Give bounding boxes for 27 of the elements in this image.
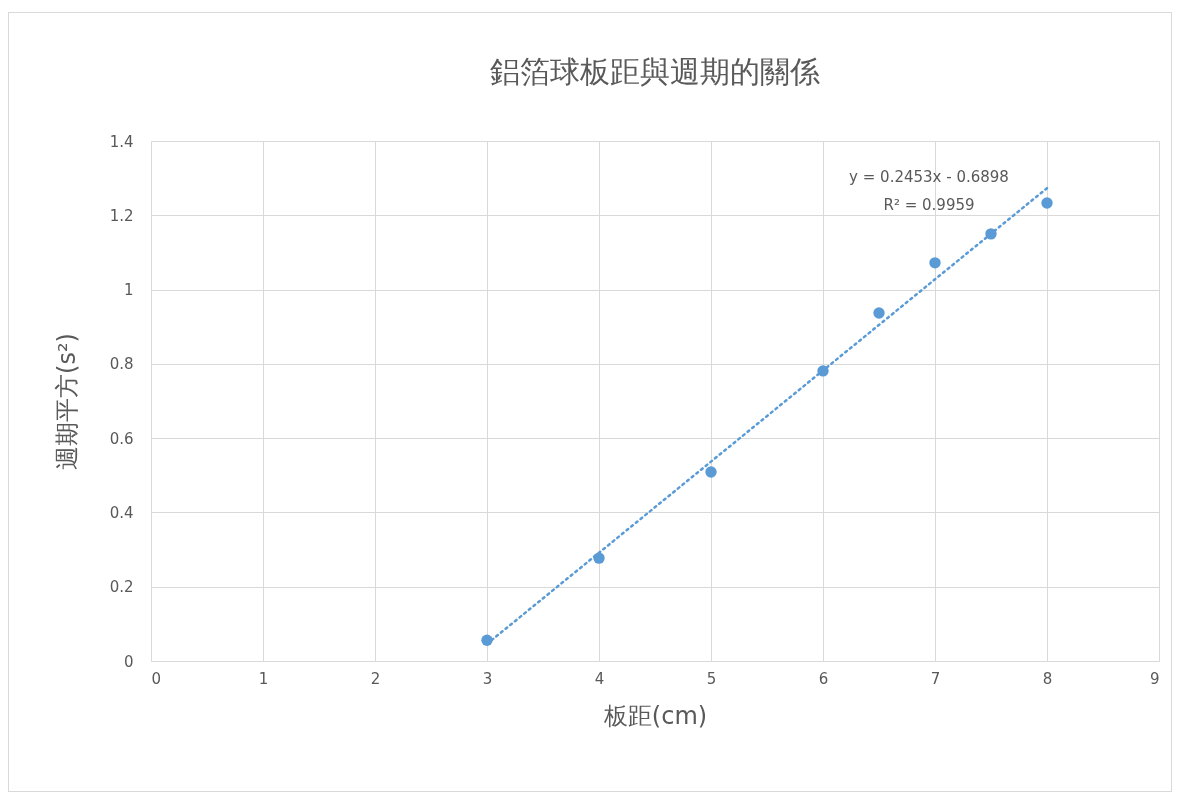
y-tick-label: 1.4: [109, 132, 134, 151]
chart-title: 鋁箔球板距與週期的關係: [490, 54, 820, 89]
y-tick-label: 0.4: [109, 503, 134, 522]
point: [929, 257, 941, 269]
x-tick-label: 2: [370, 669, 381, 688]
x-tick-label: 6: [818, 669, 829, 688]
x-tick-label: 5: [706, 669, 717, 688]
y-tick-label: 1: [123, 281, 134, 300]
y-tick-label: 0: [123, 652, 134, 671]
x-tick-label: 0: [151, 669, 162, 688]
y-tick-label: 0.6: [109, 429, 134, 448]
x-tick-label: 1: [258, 669, 269, 688]
x-tick-label: 4: [594, 669, 605, 688]
point: [873, 307, 885, 319]
x-tick-label: 9: [1149, 669, 1160, 688]
point: [1041, 197, 1053, 209]
annotation: R² = 0.9959: [883, 196, 975, 214]
x-tick-label: 3: [482, 669, 493, 688]
y-axis-title: 週期平方(s²): [52, 333, 81, 470]
x-tick-label: 7: [930, 669, 941, 688]
y-tick-label: 1.2: [109, 206, 134, 225]
point: [705, 466, 717, 478]
x-tick-label: 8: [1042, 669, 1053, 688]
annotation: y = 0.2453x - 0.6898: [849, 168, 1009, 186]
y-tick-label: 0.8: [109, 355, 134, 374]
y-tick-label: 0.2: [109, 578, 134, 597]
x-axis-title: 板距(cm): [602, 701, 708, 730]
